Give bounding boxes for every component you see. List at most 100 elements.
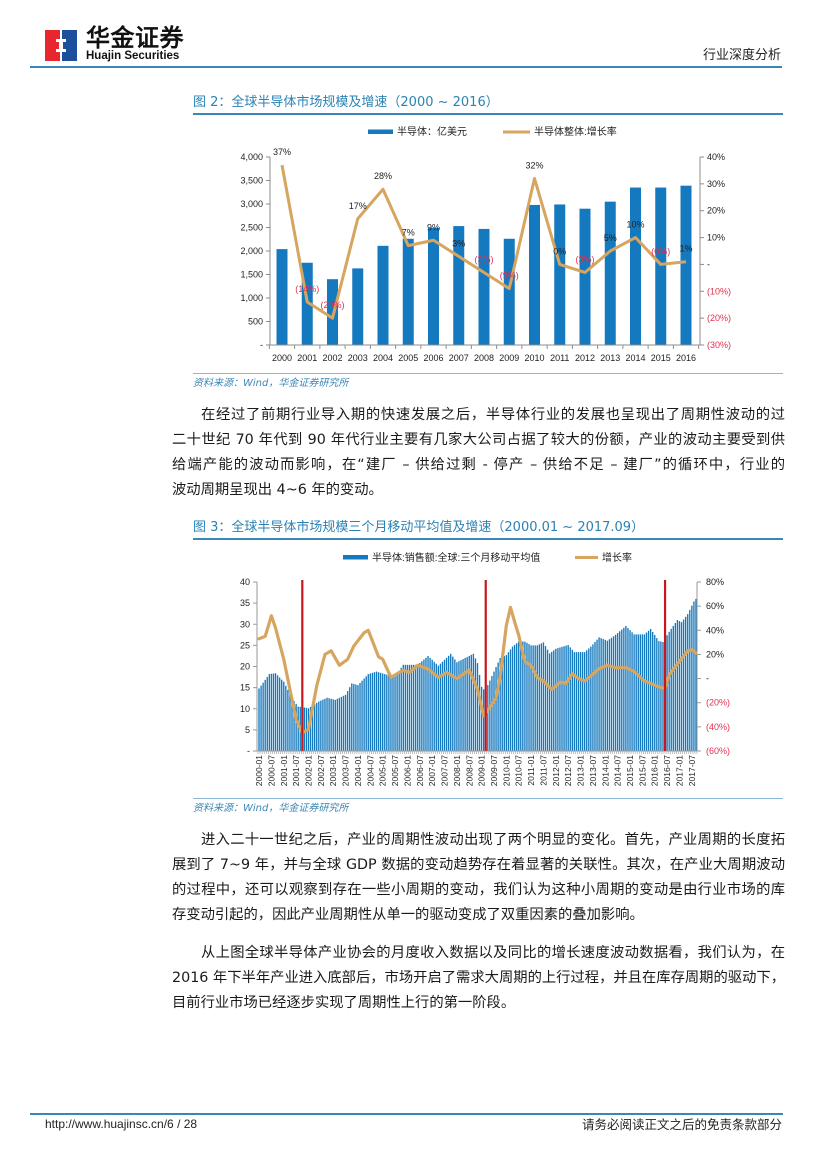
bar <box>287 689 289 751</box>
bar <box>507 652 510 751</box>
x-tick-label: 2007-07 <box>440 755 450 786</box>
bar <box>573 652 576 751</box>
bar <box>491 676 493 751</box>
bar <box>662 642 664 751</box>
bar <box>429 657 431 751</box>
bar <box>608 639 611 751</box>
bar <box>497 662 499 751</box>
bar <box>633 634 635 751</box>
y-right-tick-label: - <box>706 674 709 684</box>
bar <box>404 664 407 751</box>
paragraph-line: 2016 年下半年产业进入底部后，市场开启了需求大周期的上行过程，并且在库存周期… <box>172 970 785 986</box>
bar <box>439 663 442 751</box>
bar-2005 <box>402 238 414 345</box>
y-left-tick-label: 40 <box>240 577 250 587</box>
y-left-tick-label: 5 <box>245 725 250 735</box>
bar <box>266 676 268 751</box>
bar <box>538 644 541 751</box>
bar <box>530 645 532 752</box>
bar-2000 <box>276 249 288 345</box>
figure-3-title-rule <box>193 538 783 540</box>
bar <box>377 672 380 751</box>
bar <box>431 659 433 751</box>
bar <box>476 663 479 751</box>
bar <box>445 657 448 751</box>
bar <box>338 697 341 751</box>
y-left-tick-label: 20 <box>240 662 250 672</box>
x-tick-label: 2007 <box>449 353 469 363</box>
y-right-tick-label: 10% <box>707 233 725 243</box>
growth-data-label: (20%) <box>320 300 344 310</box>
x-tick-label: 2012 <box>575 353 595 363</box>
bar <box>542 642 545 751</box>
figure-3-source-rule <box>193 798 783 799</box>
bar-2015 <box>655 187 667 345</box>
bar <box>291 698 293 751</box>
paragraph-line: 从上图全球半导体产业协会的月度收入数据以及同比的增长速度波动数据看，我们认为，在 <box>201 945 785 961</box>
bar <box>363 678 365 751</box>
bar <box>419 663 421 751</box>
y-left-tick-label: 500 <box>248 317 263 327</box>
paragraph-3: 从上图全球半导体产业协会的月度收入数据以及同比的增长速度波动数据看，我们认为，在… <box>172 941 785 1016</box>
bar <box>645 632 648 751</box>
bar <box>382 673 384 751</box>
bar <box>369 673 372 751</box>
bar <box>278 677 281 751</box>
x-tick-label: 2002-01 <box>303 755 313 786</box>
footer-disclaimer: 请务必阅读正文之后的免责条款部分 <box>581 1117 782 1132</box>
bar <box>402 664 404 751</box>
bar <box>528 644 530 751</box>
bar <box>454 659 456 751</box>
bar-2007 <box>453 226 465 345</box>
bar <box>610 637 613 751</box>
bar <box>450 653 452 751</box>
bar <box>501 657 503 751</box>
bar <box>489 680 491 751</box>
footer-url-page-number[interactable]: http://www.huajinsc.cn/6 / 28 <box>45 1117 198 1131</box>
bar <box>320 700 322 751</box>
bar <box>466 656 468 751</box>
bar <box>548 653 551 751</box>
bar <box>544 646 547 751</box>
bar <box>666 635 668 751</box>
figure-3-title: 图 3：全球半导体市场规模三个月移动平均值及增速（2000.01 ~ 2017.… <box>193 520 645 535</box>
x-tick-label: 2008-01 <box>452 755 462 786</box>
bar-2014 <box>630 187 641 345</box>
x-tick-label: 2000 <box>272 353 292 363</box>
x-tick-label: 2017-01 <box>674 755 684 786</box>
bar <box>695 598 697 751</box>
x-tick-label: 2006 <box>423 353 443 363</box>
figure-2-title-rule <box>193 113 783 115</box>
bar-series <box>276 185 692 345</box>
bar <box>437 665 440 751</box>
x-tick-label: 2015 <box>651 353 671 363</box>
bar <box>398 670 400 751</box>
bar-2006 <box>428 227 439 345</box>
x-tick-label: 2009 <box>499 353 519 363</box>
y-left-tick-label: 10 <box>240 704 250 714</box>
header-divider <box>30 66 782 68</box>
bar <box>435 663 437 751</box>
bar <box>268 674 271 751</box>
bar <box>614 634 617 751</box>
bar <box>575 652 578 751</box>
bar <box>384 674 386 751</box>
y-right-tick-label: (10%) <box>707 286 731 296</box>
huajin-logo-icon <box>45 30 77 61</box>
paragraph-1: 在经过了前期行业导入期的快速发展之后，半导体行业的发展也呈现出了周期性波动的过程… <box>172 403 785 503</box>
bar <box>588 648 590 751</box>
growth-data-label: 37% <box>273 147 291 157</box>
x-tick-label: 2001 <box>297 353 317 363</box>
growth-data-label: 32% <box>525 160 543 170</box>
growth-data-label: 5% <box>604 233 617 243</box>
bar <box>532 645 534 752</box>
y-right-tick-label: 30% <box>707 179 725 189</box>
figure-2-title: 图 2：全球半导体市场规模及增速（2000 ~ 2016） <box>193 95 499 110</box>
bar-2001 <box>301 262 313 345</box>
bar <box>462 659 464 751</box>
x-tick-label: 2010-07 <box>514 755 524 786</box>
x-tick-label: 2017-07 <box>687 755 697 786</box>
bar <box>414 664 417 751</box>
bar <box>509 649 512 751</box>
bar <box>612 636 615 751</box>
